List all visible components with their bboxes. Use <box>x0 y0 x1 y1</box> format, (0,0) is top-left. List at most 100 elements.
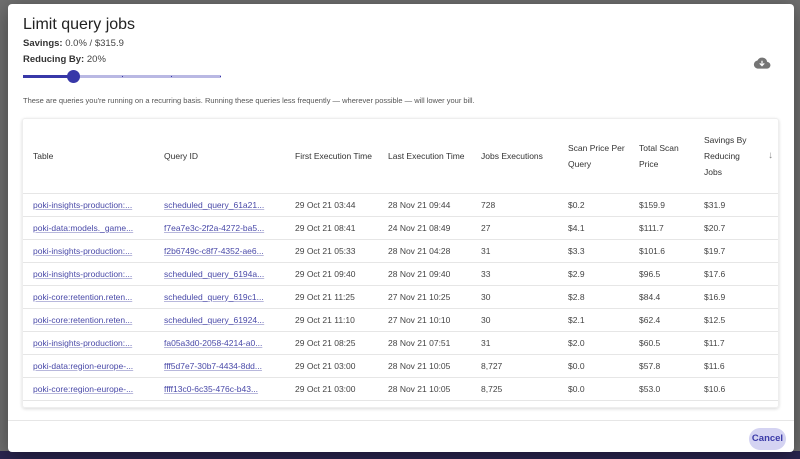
cell-jobs-executions: 30 <box>471 285 558 309</box>
cell-jobs-executions: 728 <box>471 193 558 217</box>
cell-query-id[interactable]: ffff13c0-6c35-476c-b43... <box>154 377 285 401</box>
cell-table-name[interactable]: poki-core:region-europe-... <box>23 377 154 401</box>
cell-table-name[interactable]: poki-data-staging:region... <box>23 400 154 408</box>
slider-thumb[interactable] <box>66 70 80 83</box>
table-name-link[interactable]: poki-data-staging:region... <box>33 407 131 408</box>
savings-summary: Savings: 0.0% / $315.9 <box>23 38 124 49</box>
cell-total-scan-price: $84.4 <box>629 285 694 309</box>
slider-tick <box>122 76 123 77</box>
dialog-description: These are queries you're running on a re… <box>23 96 475 105</box>
table-row: poki-insights-production:... scheduled_qu… <box>23 262 778 286</box>
cell-table-name[interactable]: poki-insights-production:... <box>23 262 154 286</box>
query-id-link[interactable]: fff19b01-0304-45b0-bde... <box>164 407 262 408</box>
cell-scan-price: $2.1 <box>558 308 629 332</box>
cell-savings: $11.6 <box>694 354 778 378</box>
limit-query-jobs-dialog: Limit query jobs Savings: 0.0% / $315.9 … <box>8 4 794 452</box>
cell-query-id[interactable]: scheduled_query_619c1... <box>154 285 285 309</box>
column-header-last-execution[interactable]: Last Execution Time <box>378 119 471 194</box>
cell-last-execution: 28 Nov 21 04:28 <box>378 239 471 263</box>
query-jobs-table[interactable]: Table Query ID First Execution Time Last… <box>22 118 779 408</box>
query-id-link[interactable]: scheduled_query_6194a... <box>164 268 265 279</box>
cell-savings: $11.7 <box>694 331 778 355</box>
table-name-link[interactable]: poki-insights-production:... <box>33 199 133 210</box>
query-id-link[interactable]: scheduled_query_619c1... <box>164 291 264 302</box>
reducing-summary: Reducing By: 20% <box>23 54 106 65</box>
table-row: poki-insights-production:... scheduled_qu… <box>23 193 778 217</box>
cell-jobs-executions: 31 <box>471 331 558 355</box>
cell-first-execution: 29 Oct 21 11:10 <box>285 308 378 332</box>
table-name-link[interactable]: poki-insights-production:... <box>33 337 133 348</box>
reduction-slider[interactable] <box>23 70 221 83</box>
cell-first-execution: 29 Oct 21 05:33 <box>285 239 378 263</box>
cancel-button[interactable]: Cancel <box>749 428 786 450</box>
cell-last-execution: 24 Nov 21 08:49 <box>378 216 471 240</box>
cell-query-id[interactable]: scheduled_query_6194a... <box>154 262 285 286</box>
cell-last-execution: 27 Nov 21 10:25 <box>378 285 471 309</box>
column-header-savings[interactable]: Savings By Reducing Jobs ↓ <box>694 119 778 194</box>
cell-savings: $20.7 <box>694 216 778 240</box>
table-name-link[interactable]: poki-core:region-europe-... <box>33 383 134 394</box>
cell-query-id[interactable]: scheduled_query_61a21... <box>154 193 285 217</box>
table-name-link[interactable]: poki-data:region-europe-... <box>33 360 134 371</box>
cell-total-scan-price: $57.8 <box>629 354 694 378</box>
cell-jobs-executions: 30 <box>471 308 558 332</box>
query-id-link[interactable]: fff5d7e7-30b7-4434-8dd... <box>164 360 262 371</box>
arrow-down-icon[interactable]: ↓ <box>768 149 773 161</box>
dialog-title: Limit query jobs <box>23 16 136 33</box>
cell-scan-price: $4.1 <box>558 216 629 240</box>
query-id-link[interactable]: ffff13c0-6c35-476c-b43... <box>164 383 259 394</box>
cell-savings: $10.6 <box>694 400 778 407</box>
table-name-link[interactable]: poki-data:models._game... <box>33 222 134 233</box>
cell-first-execution: 29 Oct 21 09:40 <box>285 262 378 286</box>
table-header-row: Table Query ID First Execution Time Last… <box>23 119 778 194</box>
cell-first-execution: 29 Oct 21 03:00 <box>285 354 378 378</box>
cell-total-scan-price: $62.4 <box>629 308 694 332</box>
cell-savings: $31.9 <box>694 193 778 217</box>
cell-query-id[interactable]: f7ea7e3c-2f2a-4272-ba5... <box>154 216 285 240</box>
table-name-link[interactable]: poki-insights-production:... <box>33 245 133 256</box>
cell-query-id[interactable]: scheduled_query_61924... <box>154 308 285 332</box>
cell-table-name[interactable]: poki-insights-production:... <box>23 193 154 217</box>
column-header-query-id[interactable]: Query ID <box>154 119 285 194</box>
query-id-link[interactable]: fa05a3d0-2058-4214-a0... <box>164 337 263 348</box>
cell-first-execution: 29 Oct 21 11:25 <box>285 285 378 309</box>
cell-query-id[interactable]: fff19b01-0304-45b0-bde... <box>154 400 285 408</box>
cell-table-name[interactable]: poki-core:retention.reten... <box>23 308 154 332</box>
cell-table-name[interactable]: poki-core:retention.reten... <box>23 285 154 309</box>
background-page <box>0 451 800 459</box>
cloud-download-icon[interactable] <box>753 56 771 70</box>
table-name-link[interactable]: poki-core:retention.reten... <box>33 314 133 325</box>
savings-header-label: Savings By Reducing Jobs <box>704 134 747 177</box>
cell-last-execution: 28 Nov 21 09:40 <box>378 262 471 286</box>
cell-scan-price: $0.0 <box>558 400 629 407</box>
column-header-total-scan-price[interactable]: Total Scan Price <box>629 119 694 194</box>
cell-savings: $19.7 <box>694 239 778 263</box>
slider-tick <box>220 76 221 77</box>
cell-query-id[interactable]: fff5d7e7-30b7-4434-8dd... <box>154 354 285 378</box>
query-id-link[interactable]: f2b6749c-c8f7-4352-ae6... <box>164 245 264 256</box>
cell-table-name[interactable]: poki-data:region-europe-... <box>23 354 154 378</box>
column-header-jobs-executions[interactable]: Jobs Executions <box>471 119 558 194</box>
table-name-link[interactable]: poki-insights-production:... <box>33 268 133 279</box>
query-id-link[interactable]: f7ea7e3c-2f2a-4272-ba5... <box>164 222 265 233</box>
cell-scan-price: $0.0 <box>558 377 629 401</box>
query-id-link[interactable]: scheduled_query_61a21... <box>164 199 265 210</box>
cell-table-name[interactable]: poki-insights-production:... <box>23 239 154 263</box>
table-name-link[interactable]: poki-core:retention.reten... <box>33 291 133 302</box>
cell-table-name[interactable]: poki-insights-production:... <box>23 331 154 355</box>
column-header-table[interactable]: Table <box>23 119 154 194</box>
cell-jobs-executions: 8,725 <box>471 377 558 401</box>
cell-scan-price: $3.3 <box>558 239 629 263</box>
cell-total-scan-price: $101.6 <box>629 239 694 263</box>
cell-table-name[interactable]: poki-data:models._game... <box>23 216 154 240</box>
cell-query-id[interactable]: fa05a3d0-2058-4214-a0... <box>154 331 285 355</box>
cell-total-scan-price: $60.5 <box>629 331 694 355</box>
column-header-first-execution[interactable]: First Execution Time <box>285 119 378 194</box>
cell-savings: $10.6 <box>694 377 778 401</box>
query-id-link[interactable]: scheduled_query_61924... <box>164 314 265 325</box>
dialog-footer-divider <box>8 420 794 421</box>
cell-query-id[interactable]: f2b6749c-c8f7-4352-ae6... <box>154 239 285 263</box>
table-row: poki-data:region-europe-... fff5d7e7-30b7… <box>23 354 778 378</box>
cell-total-scan-price: $96.5 <box>629 262 694 286</box>
column-header-scan-price[interactable]: Scan Price Per Query <box>558 119 629 194</box>
